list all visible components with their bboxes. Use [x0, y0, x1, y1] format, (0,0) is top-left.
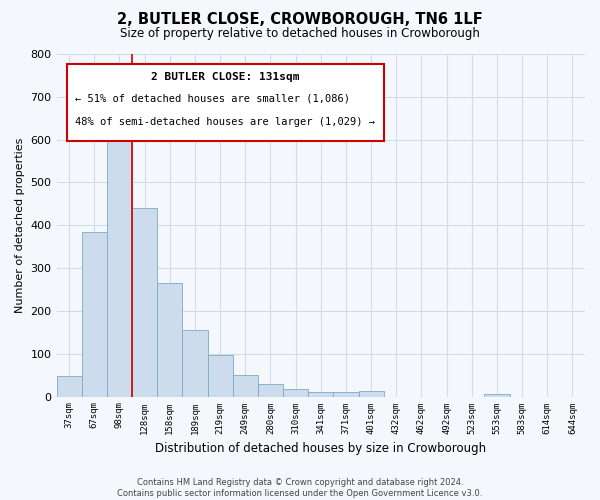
- Bar: [258, 384, 283, 396]
- FancyBboxPatch shape: [67, 64, 384, 142]
- Text: Size of property relative to detached houses in Crowborough: Size of property relative to detached ho…: [120, 28, 480, 40]
- Text: 2, BUTLER CLOSE, CROWBOROUGH, TN6 1LF: 2, BUTLER CLOSE, CROWBOROUGH, TN6 1LF: [117, 12, 483, 28]
- Bar: [308, 392, 334, 396]
- Bar: [484, 394, 509, 396]
- Bar: [107, 130, 132, 396]
- Bar: [132, 208, 157, 396]
- Text: Contains HM Land Registry data © Crown copyright and database right 2024.
Contai: Contains HM Land Registry data © Crown c…: [118, 478, 482, 498]
- Bar: [359, 391, 383, 396]
- Text: 2 BUTLER CLOSE: 131sqm: 2 BUTLER CLOSE: 131sqm: [151, 72, 300, 82]
- Bar: [334, 392, 359, 396]
- Bar: [82, 232, 107, 396]
- X-axis label: Distribution of detached houses by size in Crowborough: Distribution of detached houses by size …: [155, 442, 487, 455]
- Text: ← 51% of detached houses are smaller (1,086): ← 51% of detached houses are smaller (1,…: [75, 94, 350, 104]
- Bar: [182, 330, 208, 396]
- Bar: [56, 376, 82, 396]
- Bar: [233, 374, 258, 396]
- Text: 48% of semi-detached houses are larger (1,029) →: 48% of semi-detached houses are larger (…: [75, 118, 375, 128]
- Bar: [157, 283, 182, 397]
- Bar: [283, 390, 308, 396]
- Bar: [208, 355, 233, 397]
- Y-axis label: Number of detached properties: Number of detached properties: [15, 138, 25, 313]
